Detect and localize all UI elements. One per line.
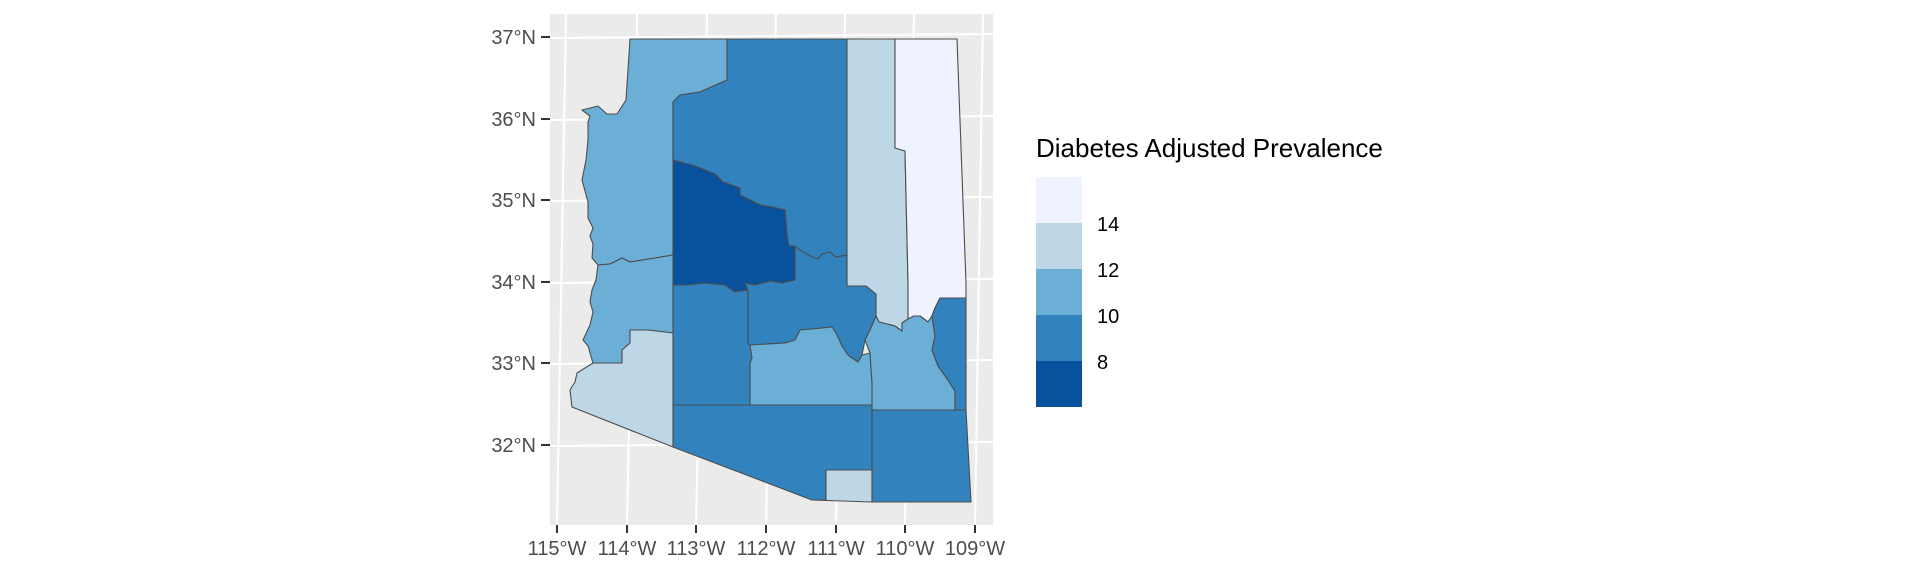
county-cochise[interactable]	[871, 409, 972, 503]
lat-tick-label: 34°N	[491, 272, 536, 294]
lon-tick-label: 114°W	[598, 538, 657, 560]
legend-swatch-10-12	[1036, 269, 1082, 315]
lon-tick-label: 109°W	[945, 538, 1005, 560]
legend-break-label: 14	[1097, 214, 1119, 236]
legend-swatch-gt14	[1036, 177, 1082, 223]
lon-tick-label: 113°W	[667, 538, 726, 560]
lon-tick-label: 110°W	[876, 538, 935, 560]
lat-tick-label: 33°N	[491, 353, 536, 375]
lon-tick-label: 112°W	[737, 538, 796, 560]
lon-tick-label: 111°W	[807, 538, 864, 560]
legend-swatch-lt8	[1036, 361, 1082, 407]
gridline-lat-37	[549, 33, 994, 39]
lat-axis: 37°N 36°N 35°N 34°N 33°N 32°N	[491, 27, 550, 457]
lat-tick-label: 36°N	[491, 109, 536, 131]
county-maricopa[interactable]	[672, 282, 753, 406]
lat-tick-label: 37°N	[491, 27, 536, 49]
lon-axis: 115°W 114°W 113°W 112°W 111°W 110°W 109°…	[528, 525, 1005, 560]
legend-break-label: 12	[1097, 260, 1119, 282]
gridline-lon-115	[556, 13, 567, 526]
legend-title: Diabetes Adjusted Prevalence	[1036, 133, 1383, 163]
county-greenlee[interactable]	[931, 297, 967, 411]
lon-tick-label: 115°W	[528, 538, 587, 560]
legend: Diabetes Adjusted Prevalence 14 12 10 8	[1036, 133, 1383, 407]
counties	[569, 38, 972, 503]
lat-tick-label: 35°N	[491, 190, 536, 212]
gridline-lon-109	[974, 13, 984, 526]
legend-swatch-8-10	[1036, 315, 1082, 361]
lat-tick-label: 32°N	[491, 435, 536, 457]
legend-swatch-12-14	[1036, 223, 1082, 269]
legend-break-label: 8	[1097, 352, 1108, 374]
legend-break-label: 10	[1097, 306, 1119, 328]
county-santa-cruz[interactable]	[811, 469, 873, 503]
